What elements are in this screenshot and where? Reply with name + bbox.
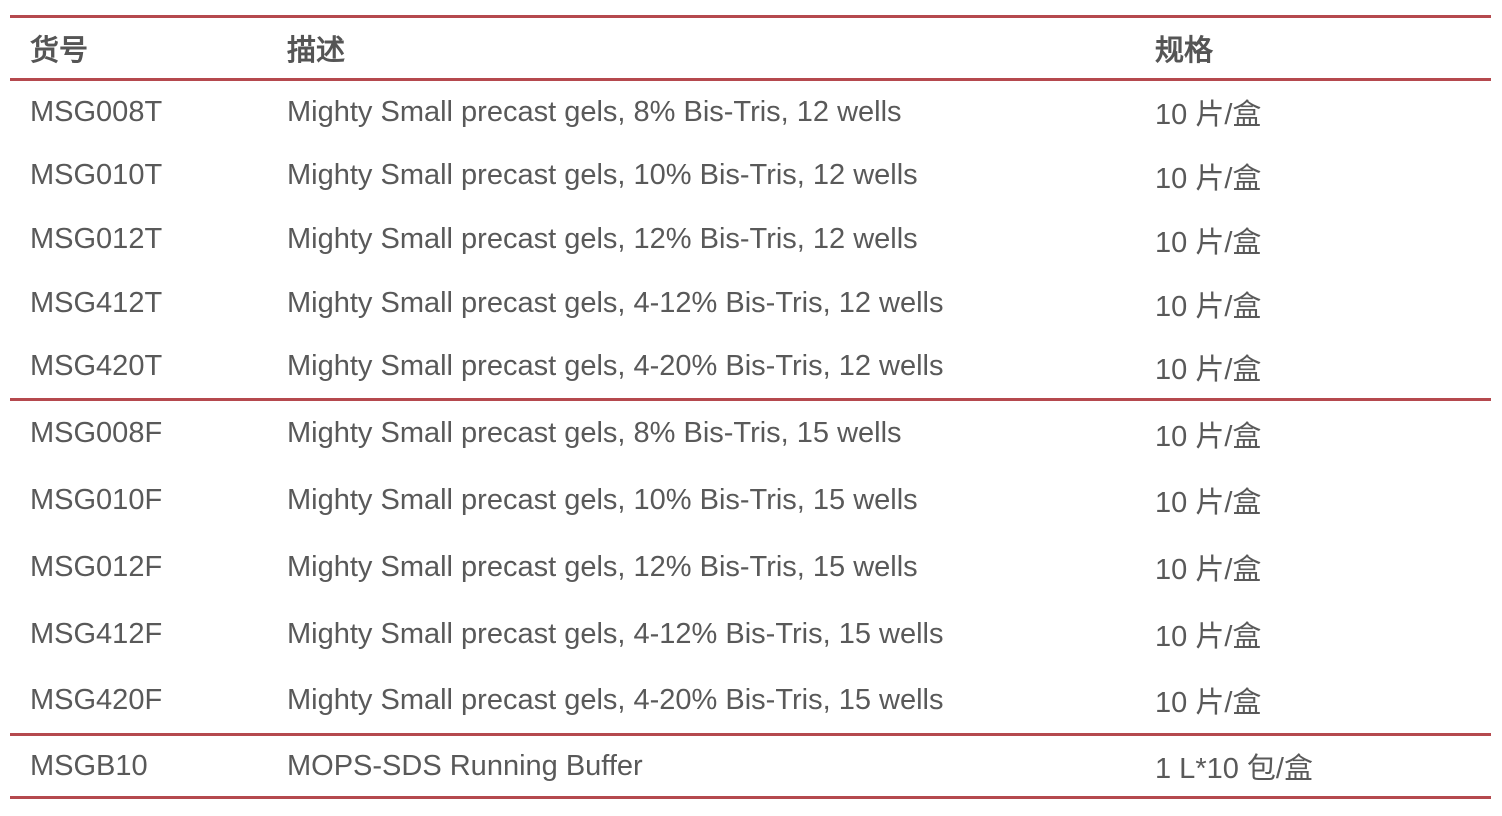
product-code-cell: MSGB10 [10,733,267,798]
table-body: MSG008T Mighty Small precast gels, 8% Bi… [10,80,1491,798]
product-code-cell: MSG010T [30,159,163,191]
spec-cell: 1 L*10 包/盒 [1135,733,1491,798]
column-header-description: 描述 [267,16,1135,81]
product-code-cell: MSG010F [30,483,163,516]
spec-cell: 10 片/盒 [1155,162,1262,195]
table-row: MSG412T Mighty Small precast gels, 4-12%… [10,272,1491,336]
table-row: MSG012F Mighty Small precast gels, 12% B… [10,534,1491,601]
description-cell: Mighty Small precast gels, 12% Bis-Tris,… [287,550,918,583]
product-code-cell: MSG012T [30,223,163,255]
table-row: MSG420F Mighty Small precast gels, 4-20%… [10,668,1491,735]
description-cell: Mighty Small precast gels, 10% Bis-Tris,… [287,483,918,516]
table-row: MSG412F Mighty Small precast gels, 4-12%… [10,601,1491,668]
table-row: MSG012T Mighty Small precast gels, 12% B… [10,208,1491,272]
table-header: 货号 描述 规格 [10,16,1491,81]
header-row: 货号 描述 规格 [10,16,1491,81]
table-row: MSG010T Mighty Small precast gels, 10% B… [10,144,1491,208]
product-code-cell: MSG420T [30,350,163,383]
table-row: MSG420T Mighty Small precast gels, 4-20%… [10,336,1491,400]
table-row: MSG010F Mighty Small precast gels, 10% B… [10,467,1491,534]
spec-cell: 10 片/盒 [1155,487,1262,519]
product-code-cell: MSG412F [30,617,163,650]
spec-cell: 10 片/盒 [1135,398,1491,467]
description-cell: Mighty Small precast gels, 4-12% Bis-Tri… [287,617,944,650]
description-cell: Mighty Small precast gels, 8% Bis-Tris, … [287,95,902,128]
spec-cell: 10 片/盒 [1155,99,1262,132]
description-cell: Mighty Small precast gels, 12% Bis-Tris,… [287,223,918,255]
table-row: MSG008T Mighty Small precast gels, 8% Bi… [10,80,1491,144]
description-cell: Mighty Small precast gels, 8% Bis-Tris, … [267,398,1135,467]
spec-cell: 10 片/盒 [1155,621,1262,653]
description-cell: MOPS-SDS Running Buffer [267,733,1135,798]
product-code-cell: MSG008F [10,398,267,467]
product-catalog-section: 货号 描述 规格 MSG008T Mighty Small precast ge… [10,15,1491,799]
product-code-cell: MSG008T [30,95,163,128]
spec-cell: 10 片/盒 [1155,226,1262,259]
column-header-spec: 规格 [1135,16,1491,81]
description-cell: Mighty Small precast gels, 4-12% Bis-Tri… [287,287,944,319]
product-code-cell: MSG420F [30,683,163,716]
spec-cell: 10 片/盒 [1155,353,1262,386]
description-cell: Mighty Small precast gels, 4-20% Bis-Tri… [287,683,944,716]
description-cell: Mighty Small precast gels, 10% Bis-Tris,… [287,159,918,191]
table-row: MSG008F Mighty Small precast gels, 8% Bi… [10,398,1491,467]
product-code-cell: MSG412T [30,287,163,319]
column-header-code: 货号 [10,16,267,81]
spec-cell: 10 片/盒 [1155,554,1262,586]
product-code-cell: MSG012F [30,550,163,583]
table-row: MSGB10 MOPS-SDS Running Buffer 1 L*10 包/… [10,733,1491,798]
description-cell: Mighty Small precast gels, 4-20% Bis-Tri… [287,350,944,383]
spec-cell: 10 片/盒 [1155,290,1262,323]
spec-cell: 10 片/盒 [1155,687,1262,720]
product-catalog-table: 货号 描述 规格 MSG008T Mighty Small precast ge… [10,15,1491,799]
